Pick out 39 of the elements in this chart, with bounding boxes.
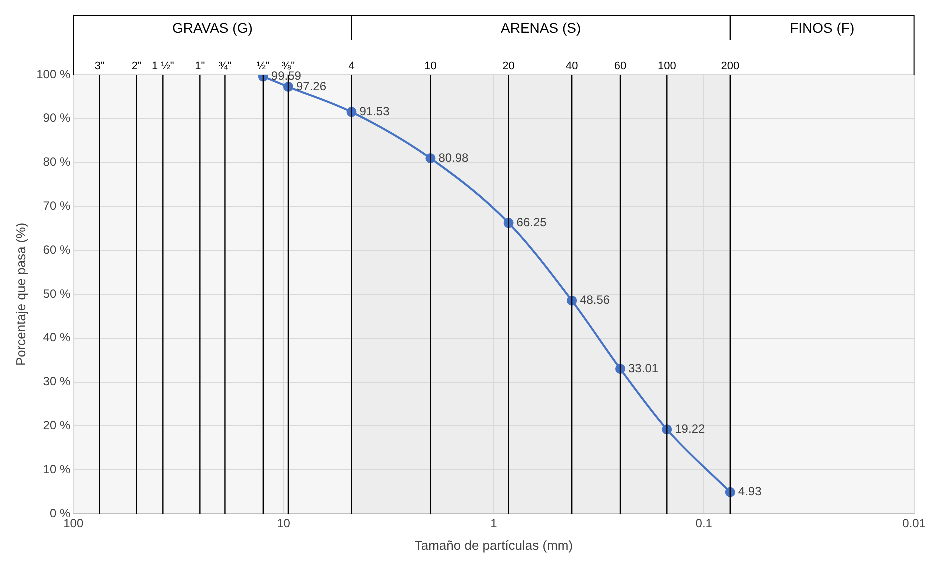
annotation: 3" <box>94 60 105 73</box>
annotation: 20 <box>502 60 515 73</box>
data-label: 33.01 <box>628 361 659 376</box>
annotation: 4 <box>348 60 355 73</box>
band-label: FINOS (F) <box>790 20 855 36</box>
y-tick-label: 60 % <box>43 242 71 257</box>
annotation: 1" <box>195 60 206 73</box>
y-tick-label: 70 % <box>43 199 71 214</box>
data-label: 4.93 <box>738 484 762 499</box>
y-tick-label: 10 % <box>43 462 71 476</box>
annotation: 200 <box>721 60 740 73</box>
x-tick-label: 0.1 <box>696 516 713 531</box>
band-label: GRAVAS (G) <box>172 20 253 36</box>
data-label: 66.25 <box>516 215 548 230</box>
x-tick-label: 10 <box>277 516 291 531</box>
x-tick-label: 1 <box>490 516 498 531</box>
annotation: 10 <box>424 60 437 73</box>
y-tick-label: 40 % <box>43 330 71 345</box>
x-axis-title: Tamaño de partículas (mm) <box>414 538 574 553</box>
y-tick-label: 90 % <box>43 111 71 126</box>
annotation: 1 ½" <box>152 60 174 73</box>
y-tick-label: 50 % <box>43 286 71 301</box>
y-tick-label: 100 % <box>36 67 71 82</box>
y-tick-label: 30 % <box>43 374 71 389</box>
y-tick-label: 20 % <box>43 418 71 433</box>
y-tick-label: 80 % <box>43 155 71 170</box>
annotation: ¾" <box>218 60 232 73</box>
x-tick-label: 0.01 <box>902 516 926 531</box>
data-label: 80.98 <box>438 150 470 165</box>
data-label: 91.53 <box>360 104 390 118</box>
band-label: ARENAS (S) <box>501 20 582 36</box>
data-label: 19.22 <box>675 422 706 436</box>
annotation: ½" <box>256 60 270 73</box>
annotation: 100 <box>658 60 676 73</box>
annotation: 40 <box>566 60 578 73</box>
data-label: 48.56 <box>580 293 610 308</box>
y-axis-title: Porcentaje que pasa (%) <box>13 222 28 366</box>
annotation: 60 <box>614 60 627 73</box>
annotation: 2" <box>132 60 142 73</box>
